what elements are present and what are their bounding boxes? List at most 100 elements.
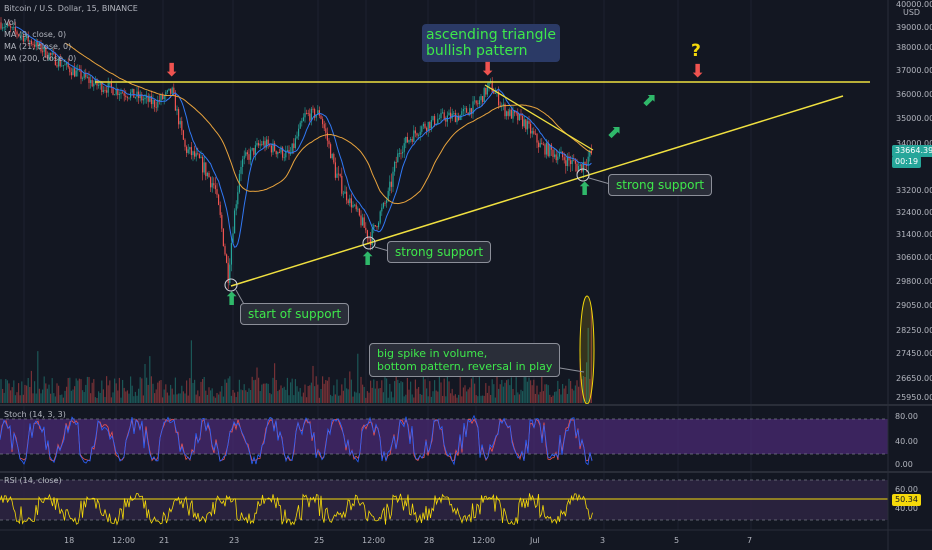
volume-bar xyxy=(214,397,216,403)
candle-body xyxy=(282,147,284,158)
candle-body xyxy=(261,144,263,146)
volume-bar xyxy=(546,384,548,403)
candle-body xyxy=(480,96,482,101)
volume-bar xyxy=(371,387,373,403)
volume-bar xyxy=(338,395,340,403)
volume-bar xyxy=(534,393,536,403)
price-tick-label: 29800.00 xyxy=(896,277,932,286)
candle-body xyxy=(91,80,93,87)
indicator-ma200[interactable]: MA (200, close, 0) xyxy=(4,54,77,63)
volume-bar xyxy=(50,393,52,403)
volume-bar xyxy=(248,388,250,403)
volume-bar xyxy=(130,376,132,403)
candle-body xyxy=(5,25,7,28)
candle-body xyxy=(168,88,170,91)
volume-bar xyxy=(426,388,428,403)
volume-bar xyxy=(37,351,39,403)
volume-bar xyxy=(200,381,202,403)
strong-support-callout-2[interactable]: strong support xyxy=(608,174,713,196)
volume-bar xyxy=(222,396,224,403)
candle-body xyxy=(456,115,458,123)
candle-body xyxy=(530,123,532,134)
volume-bar xyxy=(573,390,575,403)
volume-bar xyxy=(51,378,53,403)
candle-body xyxy=(320,115,322,119)
volume-bar xyxy=(72,389,74,403)
volume-note-callout[interactable]: big spike in volume, bottom pattern, rev… xyxy=(369,343,561,377)
candle-body xyxy=(154,99,156,107)
candle-body xyxy=(210,177,212,188)
volume-bar xyxy=(205,390,207,403)
rsi-tick-40: 40.00 xyxy=(895,504,918,513)
indicator-ma21[interactable]: MA (21, close, 0) xyxy=(4,42,72,51)
callout-pointer-2 xyxy=(374,246,390,252)
volume-bar xyxy=(334,394,336,403)
candle-body xyxy=(542,144,544,146)
volume-bar xyxy=(42,389,44,403)
volume-bar xyxy=(218,394,220,403)
volume-bar xyxy=(522,391,524,403)
candle-body xyxy=(395,161,397,163)
indicator-ma9[interactable]: MA (9, close, 0) xyxy=(4,30,67,39)
volume-bar xyxy=(178,393,180,403)
candle-body xyxy=(278,152,280,153)
volume-bar xyxy=(405,394,407,403)
candle-body xyxy=(413,130,415,142)
candle-body xyxy=(62,65,64,67)
volume-bar xyxy=(498,388,500,403)
volume-bar xyxy=(106,376,108,403)
volume-bar xyxy=(229,376,231,403)
candle-body xyxy=(437,118,439,124)
candle-body xyxy=(419,131,421,136)
volume-bar xyxy=(446,376,448,403)
volume-bar xyxy=(29,387,31,403)
volume-bar xyxy=(174,377,176,403)
candle-body xyxy=(432,116,434,121)
volume-bar xyxy=(115,383,117,403)
volume-bar xyxy=(434,380,436,403)
candle-body xyxy=(488,81,490,87)
volume-bar xyxy=(349,371,351,403)
candle-body xyxy=(416,133,418,136)
volume-bar xyxy=(101,380,103,403)
pattern-title-box[interactable]: ascending triangle bullish pattern xyxy=(422,24,561,62)
candle-body xyxy=(259,144,261,146)
volume-bar xyxy=(179,393,181,403)
candle-body xyxy=(360,215,362,226)
volume-bar xyxy=(154,393,156,403)
candle-body xyxy=(118,94,120,96)
volume-bar xyxy=(131,385,133,403)
start-of-support-callout[interactable]: start of support xyxy=(240,303,350,325)
candle-body xyxy=(378,222,380,228)
price-tick-label: 40000.00 xyxy=(896,0,932,9)
candle-body xyxy=(506,111,508,117)
volume-bar xyxy=(274,363,276,403)
down-arrow-icon-3: ⬇ xyxy=(690,61,706,82)
candle-body xyxy=(8,23,10,27)
candle-body xyxy=(552,149,554,157)
volume-bar xyxy=(491,379,493,403)
volume-bar xyxy=(483,395,485,403)
volume-bar xyxy=(410,381,412,403)
candle-body xyxy=(40,42,42,52)
candle-body xyxy=(290,153,292,155)
candle-body xyxy=(533,130,535,134)
stoch-title[interactable]: Stoch (14, 3, 3) xyxy=(4,410,66,419)
indicator-vol[interactable]: Vol xyxy=(4,18,16,27)
candle-body xyxy=(418,135,420,136)
volume-bar xyxy=(506,380,508,403)
volume-bar xyxy=(187,395,189,403)
volume-bar xyxy=(99,392,101,403)
trendlines[interactable] xyxy=(95,81,870,307)
candle-body xyxy=(389,181,391,191)
candle-body xyxy=(574,160,576,164)
volume-bar xyxy=(56,383,58,403)
volume-bar xyxy=(547,385,549,403)
volume-bar xyxy=(189,378,191,403)
volume-bar xyxy=(570,380,572,403)
strong-support-callout-1[interactable]: strong support xyxy=(387,241,492,263)
volume-bar xyxy=(120,397,122,403)
candle-body xyxy=(486,86,488,95)
rsi-title[interactable]: RSI (14, close) xyxy=(4,476,62,485)
